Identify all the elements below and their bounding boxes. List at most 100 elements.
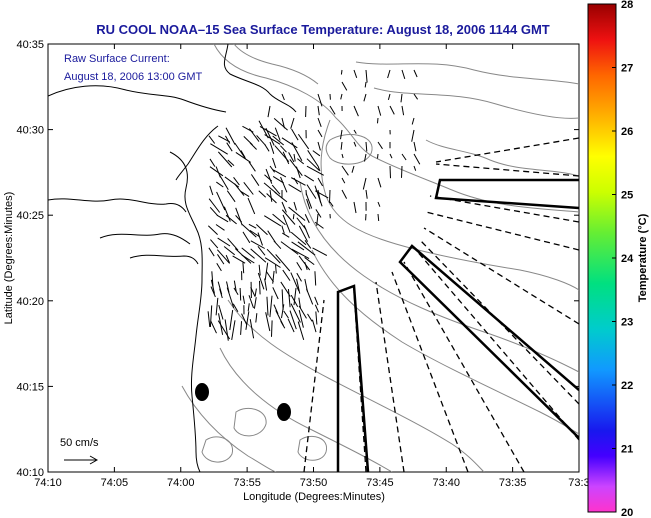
current-vector	[216, 191, 226, 211]
current-vector	[290, 231, 307, 246]
current-vector	[298, 225, 309, 242]
current-vector	[306, 158, 320, 171]
shoal-contour	[297, 436, 328, 461]
current-vector	[217, 254, 225, 265]
current-vector	[266, 248, 281, 264]
current-vector	[314, 304, 320, 313]
current-vector	[265, 312, 271, 332]
current-vector	[235, 152, 251, 163]
current-vector	[225, 135, 231, 144]
current-vector	[317, 189, 322, 203]
current-vector	[317, 129, 323, 138]
current-vector	[235, 207, 243, 226]
current-vector	[298, 255, 311, 271]
current-vector	[281, 209, 296, 225]
colorbar-tick-label: 25	[621, 190, 633, 202]
current-vector	[258, 280, 261, 295]
colorbar-tick-label: 20	[621, 507, 633, 518]
current-vector	[217, 237, 231, 247]
lane-east	[434, 178, 579, 210]
current-vector	[247, 303, 250, 312]
current-vector	[307, 313, 313, 322]
current-vector	[317, 141, 321, 151]
current-vector	[280, 145, 287, 153]
current-vector	[227, 159, 235, 166]
buoy-marker	[277, 403, 291, 421]
current-vector	[269, 141, 275, 154]
current-vector	[215, 297, 219, 316]
current-vector	[315, 311, 318, 325]
plot-frame	[47, 43, 580, 473]
current-vector	[281, 201, 287, 213]
current-vector	[240, 190, 250, 198]
shoal-contour	[201, 436, 234, 463]
current-vector	[377, 201, 381, 207]
current-vector	[233, 280, 237, 292]
x-tick-label: 73:40	[432, 477, 460, 489]
current-vector	[281, 304, 285, 319]
current-vector	[250, 286, 256, 297]
current-vector	[298, 305, 307, 319]
current-vector	[289, 310, 297, 330]
current-vector	[273, 304, 279, 315]
current-vector	[245, 311, 250, 330]
current-vector	[210, 279, 215, 294]
current-vector	[413, 93, 419, 100]
current-vector	[341, 165, 349, 176]
current-vector	[250, 248, 267, 263]
current-vector	[298, 297, 301, 309]
current-vector	[290, 272, 300, 292]
map-title: RU COOL NOAA–15 Sea Surface Temperature:…	[96, 22, 550, 37]
y-tick-label: 40:20	[16, 296, 44, 308]
y-tick-label: 40:35	[16, 39, 44, 51]
current-vector	[281, 93, 285, 101]
current-vector	[290, 303, 301, 323]
current-vector	[265, 271, 274, 283]
current-vector	[329, 105, 336, 115]
current-vector	[249, 319, 255, 339]
current-vector	[341, 153, 344, 159]
colorbar-tick-label: 26	[621, 126, 633, 138]
current-vector	[242, 262, 245, 274]
current-vector	[265, 127, 275, 146]
current-vector	[353, 69, 358, 78]
x-tick-label: 73:45	[366, 477, 394, 489]
current-vector	[287, 289, 291, 308]
current-vector	[210, 320, 217, 334]
current-vector	[207, 225, 218, 235]
current-vector	[282, 232, 290, 238]
current-vector	[314, 185, 323, 207]
current-vector	[293, 287, 297, 306]
current-vector	[314, 271, 317, 286]
current-vector	[413, 69, 418, 78]
current-vector	[389, 105, 395, 115]
current-vector	[304, 214, 310, 224]
colorbar-label: Temperature (°C)	[637, 213, 649, 302]
current-vector	[297, 133, 310, 150]
current-label-line1: Raw Surface Current:	[64, 53, 170, 65]
x-tick-label: 73:55	[233, 477, 261, 489]
current-vector	[240, 321, 243, 335]
current-vector	[264, 144, 270, 152]
current-vector	[290, 117, 295, 129]
current-vector	[275, 264, 277, 274]
buoy-marker	[195, 383, 209, 401]
current-vector	[280, 176, 288, 193]
current-vector	[227, 238, 239, 251]
current-vector	[250, 174, 260, 186]
x-tick-label: 74:00	[167, 477, 195, 489]
current-vector	[353, 201, 357, 214]
bathymetry-contours	[181, 44, 579, 472]
current-vector	[274, 127, 281, 141]
scale-label: 50 cm/s	[60, 437, 99, 449]
coastline	[48, 44, 297, 472]
current-vector	[249, 229, 260, 238]
current-vector	[258, 264, 261, 276]
current-vector	[241, 247, 255, 259]
current-vector	[304, 174, 315, 182]
current-vector	[263, 182, 277, 194]
current-vector	[258, 120, 269, 139]
current-vector	[288, 183, 302, 193]
current-vector	[312, 247, 328, 256]
